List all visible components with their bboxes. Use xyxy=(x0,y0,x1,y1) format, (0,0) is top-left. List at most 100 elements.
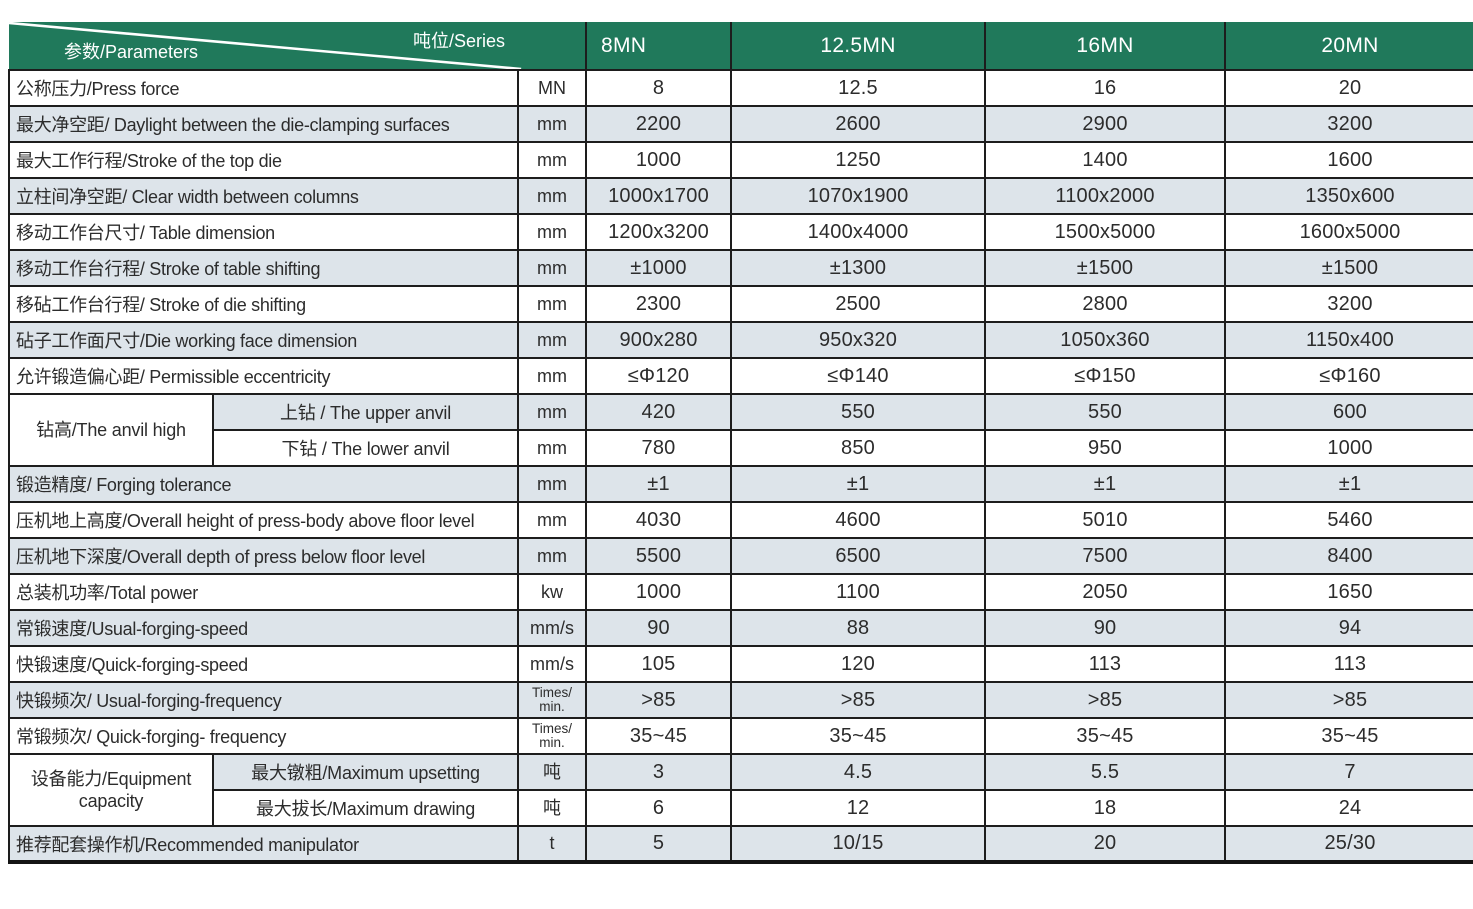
value-cell: >85 xyxy=(984,681,1227,719)
table-row: 压机地下深度/Overall depth of press below floo… xyxy=(8,537,1473,575)
param-label: 公称压力/Press force xyxy=(8,69,519,107)
param-label: 压机地下深度/Overall depth of press below floo… xyxy=(8,537,519,575)
value-cell: ±1300 xyxy=(730,249,987,287)
table-row: 移动工作台尺寸/ Table dimension mm 1200x3200 14… xyxy=(8,213,1473,251)
value-cell: 90 xyxy=(984,609,1227,647)
value-cell: ±1 xyxy=(730,465,987,503)
value-cell: 35~45 xyxy=(585,717,733,755)
value-cell: 113 xyxy=(984,645,1227,683)
corner-series-label: 吨位/Series xyxy=(412,31,506,51)
value-cell: 120 xyxy=(730,645,987,683)
value-cell: 94 xyxy=(1224,609,1473,647)
value-cell: 7500 xyxy=(984,537,1227,575)
corner-cell: 吨位/Series 参数/Parameters xyxy=(9,22,587,71)
value-cell: 20 xyxy=(1224,69,1473,107)
value-cell: 4.5 xyxy=(730,753,987,791)
group-label-anvil-height: 钻高/The anvil high xyxy=(8,393,214,467)
unit-cell: Times/ min. xyxy=(516,717,588,755)
value-cell: 113 xyxy=(1224,645,1473,683)
value-cell: 4030 xyxy=(585,501,733,539)
value-cell: 6500 xyxy=(730,537,987,575)
table-row: 移砧工作台行程/ Stroke of die shifting mm 2300 … xyxy=(8,285,1473,323)
value-cell: 7 xyxy=(1224,753,1473,791)
param-label: 允许锻造偏心距/ Permissible eccentricity xyxy=(8,357,519,395)
value-cell: 420 xyxy=(585,393,733,431)
value-cell: 88 xyxy=(730,609,987,647)
unit-cell: mm xyxy=(516,141,588,179)
value-cell: 600 xyxy=(1224,393,1473,431)
table-body: 公称压力/Press force MN 8 12.5 16 20 最大净空距/ … xyxy=(8,69,1473,864)
value-cell: 2300 xyxy=(585,285,733,323)
header-row: 吨位/Series 参数/Parameters 8MN 12.5MN 16MN … xyxy=(9,22,1473,71)
value-cell: 3200 xyxy=(1224,105,1473,143)
value-cell: >85 xyxy=(1224,681,1473,719)
unit-cell: mm/s xyxy=(516,645,588,683)
unit-cell: mm xyxy=(516,465,588,503)
param-label: 常锻频次/ Quick-forging- frequency xyxy=(8,717,519,755)
value-cell: 16 xyxy=(984,69,1227,107)
param-label: 快锻速度/Quick-forging-speed xyxy=(8,645,519,683)
value-cell: 1000 xyxy=(585,141,733,179)
value-cell: 90 xyxy=(585,609,733,647)
value-cell: 1200x3200 xyxy=(585,213,733,251)
param-label: 最大净空距/ Daylight between the die-clamping… xyxy=(8,105,519,143)
diagonal-divider-line xyxy=(9,22,522,69)
value-cell: 8 xyxy=(585,69,733,107)
unit-cell: 吨 xyxy=(516,789,588,827)
param-label: 压机地上高度/Overall height of press-body abov… xyxy=(8,501,519,539)
value-cell: 6 xyxy=(585,789,733,827)
value-cell: ≤Φ160 xyxy=(1224,357,1473,395)
unit-cell: Times/ min. xyxy=(516,681,588,719)
unit-cell: mm xyxy=(516,249,588,287)
value-cell: 4600 xyxy=(730,501,987,539)
table-row: 公称压力/Press force MN 8 12.5 16 20 xyxy=(8,69,1473,107)
value-cell: 550 xyxy=(984,393,1227,431)
value-cell: 105 xyxy=(585,645,733,683)
value-cell: ≤Φ140 xyxy=(730,357,987,395)
table-row: 压机地上高度/Overall height of press-body abov… xyxy=(8,501,1473,539)
spec-table: 吨位/Series 参数/Parameters 8MN 12.5MN 16MN … xyxy=(8,22,1473,864)
unit-cell: kw xyxy=(516,573,588,611)
value-cell: 2800 xyxy=(984,285,1227,323)
value-cell: 2500 xyxy=(730,285,987,323)
value-cell: 25/30 xyxy=(1224,825,1473,864)
table-row: 锻造精度/ Forging tolerance mm ±1 ±1 ±1 ±1 xyxy=(8,465,1473,503)
value-cell: 1100 xyxy=(730,573,987,611)
value-cell: 5 xyxy=(585,825,733,864)
value-cell: 1000 xyxy=(585,573,733,611)
unit-cell: mm/s xyxy=(516,609,588,647)
param-label: 最大工作行程/Stroke of the top die xyxy=(8,141,519,179)
unit-cell: mm xyxy=(516,213,588,251)
value-cell: 3 xyxy=(585,753,733,791)
unit-cell: t xyxy=(516,825,588,864)
value-cell: 35~45 xyxy=(1224,717,1473,755)
value-cell: 1600 xyxy=(1224,141,1473,179)
unit-cell: mm xyxy=(516,429,588,467)
sub-param-label: 最大镦粗/Maximum upsetting xyxy=(212,753,519,791)
group-label-equipment-capacity: 设备能力/Equipment capacity xyxy=(8,753,214,827)
value-cell: 35~45 xyxy=(730,717,987,755)
sub-param-label: 最大拔长/Maximum drawing xyxy=(212,789,519,827)
value-cell: ±1500 xyxy=(1224,249,1473,287)
value-cell: 1400 xyxy=(984,141,1227,179)
value-cell: ≤Φ120 xyxy=(585,357,733,395)
table-row: 移动工作台行程/ Stroke of table shifting mm ±10… xyxy=(8,249,1473,287)
value-cell: 1000x1700 xyxy=(585,177,733,215)
param-label: 锻造精度/ Forging tolerance xyxy=(8,465,519,503)
sub-param-label: 上钻 / The upper anvil xyxy=(212,393,519,431)
value-cell: 20 xyxy=(984,825,1227,864)
param-label: 快锻频次/ Usual-forging-frequency xyxy=(8,681,519,719)
value-cell: ±1000 xyxy=(585,249,733,287)
value-cell: 550 xyxy=(730,393,987,431)
value-cell: ±1500 xyxy=(984,249,1227,287)
param-label: 总装机功率/Total power xyxy=(8,573,519,611)
param-label: 移砧工作台行程/ Stroke of die shifting xyxy=(8,285,519,323)
value-cell: 1500x5000 xyxy=(984,213,1227,251)
value-cell: 1350x600 xyxy=(1224,177,1473,215)
table-row: 快锻频次/ Usual-forging-frequency Times/ min… xyxy=(8,681,1473,719)
value-cell: 1150x400 xyxy=(1224,321,1473,359)
column-header-8mn: 8MN xyxy=(585,22,732,71)
table-row: 快锻速度/Quick-forging-speed mm/s 105 120 11… xyxy=(8,645,1473,683)
value-cell: 950 xyxy=(984,429,1227,467)
